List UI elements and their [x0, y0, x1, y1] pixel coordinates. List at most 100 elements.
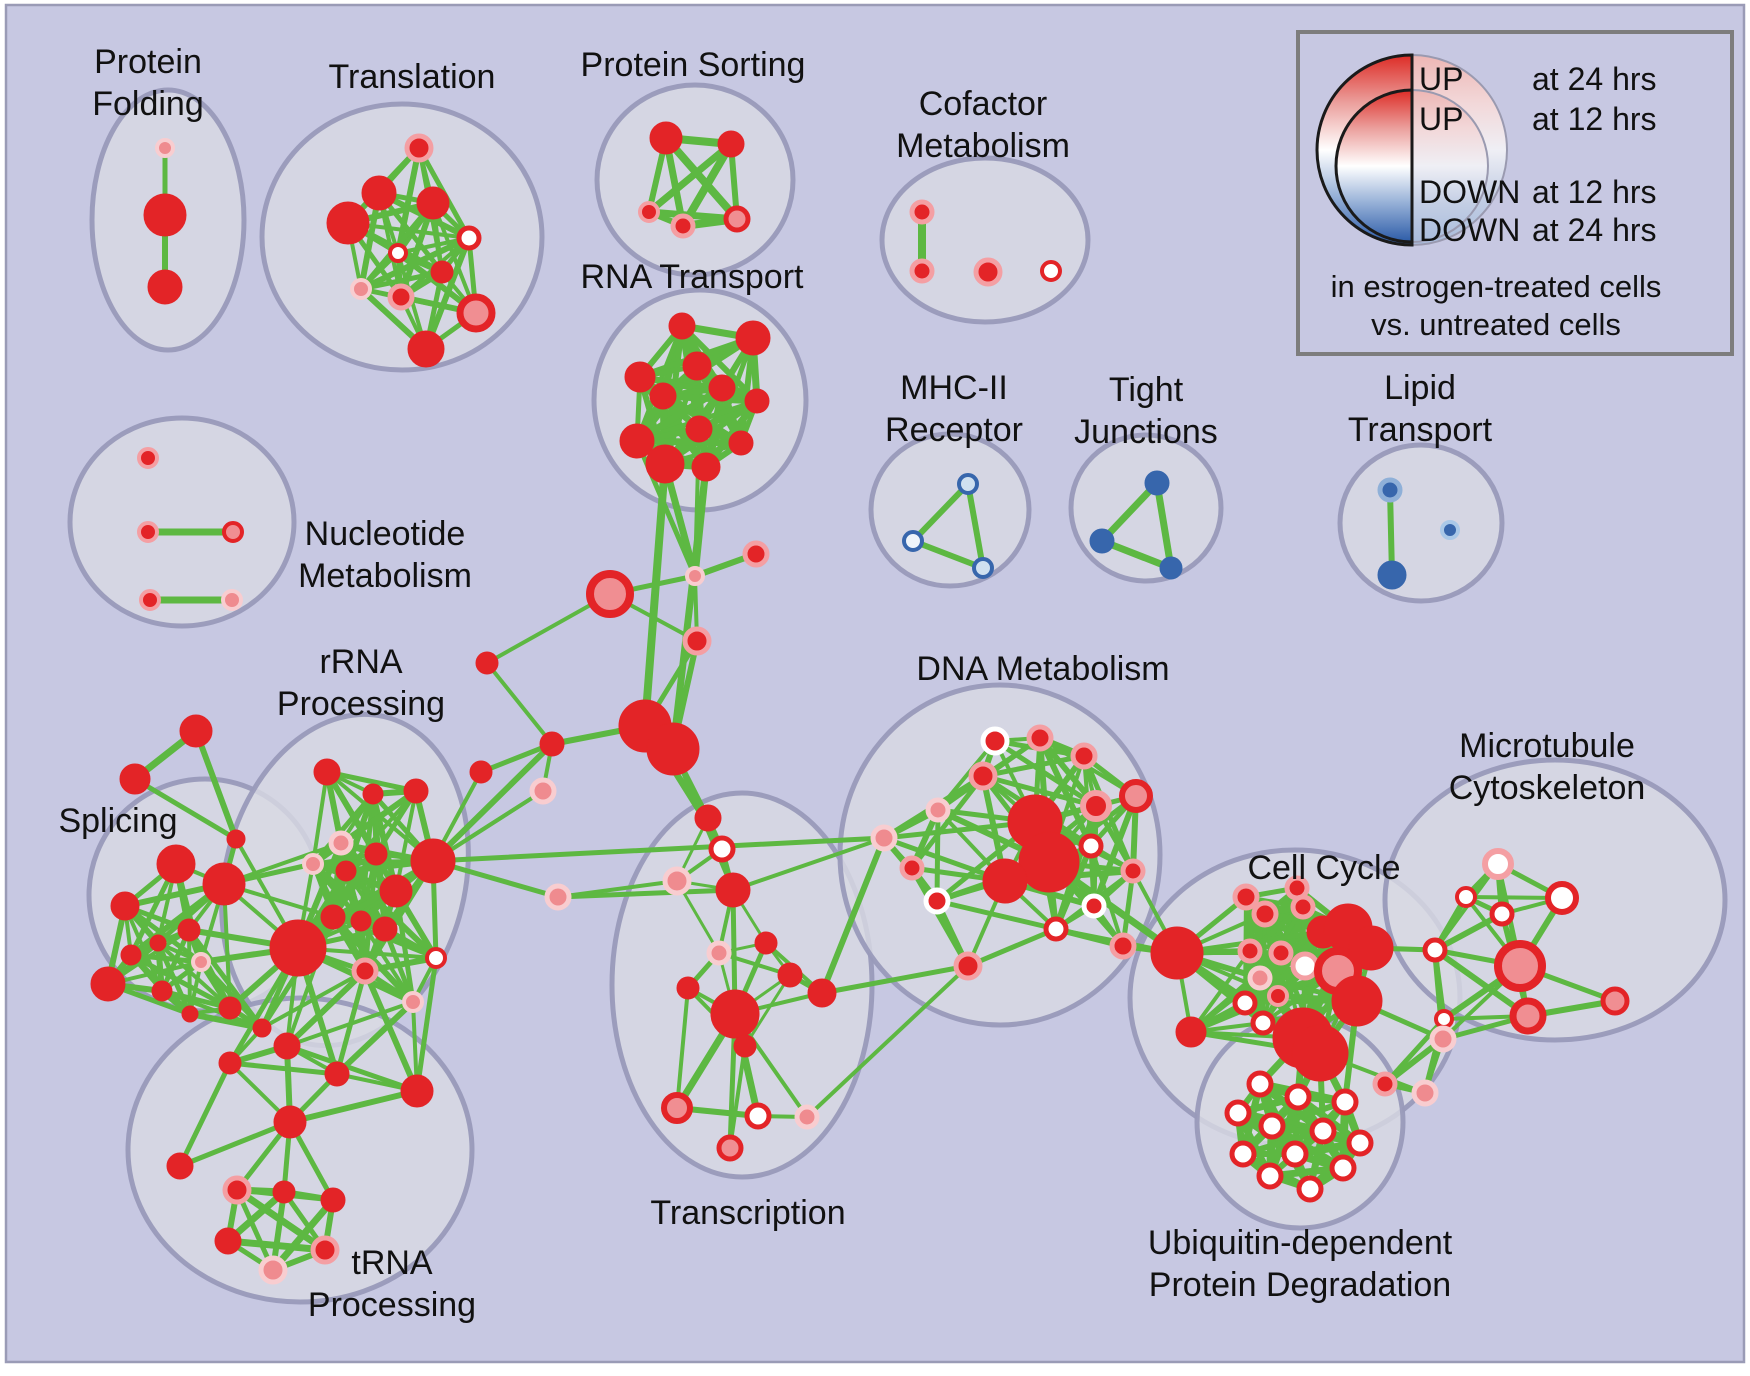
network-edge	[132, 776, 239, 842]
network-edge	[909, 865, 971, 969]
gene-node	[387, 283, 415, 311]
gene-node	[222, 521, 244, 543]
legend-time-2: at 12 hrs	[1532, 174, 1657, 210]
gene-node	[149, 934, 167, 952]
network-edge	[177, 1060, 233, 1169]
gene-node	[1175, 1016, 1207, 1048]
gene-node	[691, 452, 721, 482]
network-edge	[1432, 947, 1531, 1019]
gene-node	[1281, 1140, 1309, 1168]
gene-node	[717, 130, 745, 158]
cluster-label-lipid-transport: Transport	[1348, 411, 1493, 449]
network-edge	[910, 538, 986, 571]
gene-node	[416, 186, 450, 220]
gene-node	[137, 521, 159, 543]
network-edge	[805, 964, 970, 1119]
network-edge	[743, 973, 792, 1048]
gene-node	[179, 714, 213, 748]
gene-node	[273, 1032, 301, 1060]
cluster-label-tight-junctions: Tight	[1109, 371, 1184, 409]
network-edge	[819, 835, 887, 996]
gene-node	[302, 853, 324, 875]
gene-node	[1043, 916, 1069, 942]
network-edge	[284, 968, 368, 1049]
legend-time-1: at 12 hrs	[1532, 101, 1657, 137]
gene-node	[1109, 932, 1137, 960]
gene-node	[1296, 1175, 1324, 1203]
gene-node	[972, 557, 994, 579]
gene-node	[1346, 1129, 1374, 1157]
gene-node	[807, 978, 837, 1008]
gene-node	[1429, 1025, 1457, 1053]
gene-node	[662, 866, 692, 896]
network-edge	[1091, 793, 1139, 909]
gene-node	[1251, 900, 1279, 928]
gene-node	[1258, 1112, 1286, 1140]
cluster-ellipse-trna-processing	[125, 995, 475, 1305]
gene-node	[957, 473, 979, 495]
legend: UP at 24 hrs UP at 12 hrs DOWN at 12 hrs DOWN a…	[1296, 30, 1734, 356]
network-edge	[334, 999, 416, 1077]
gene-node	[410, 838, 456, 884]
gene-node	[404, 133, 434, 163]
gene-node	[1545, 881, 1579, 915]
gene-node	[218, 1051, 242, 1075]
gene-node	[1268, 940, 1294, 966]
network-edge	[910, 481, 971, 544]
network-edge	[193, 728, 239, 842]
gene-node	[1411, 1079, 1439, 1107]
network-edge	[128, 952, 204, 965]
gene-node	[214, 1227, 242, 1255]
cluster-label-translation: Translation	[329, 58, 496, 96]
network-edge	[186, 927, 265, 1031]
network-edge	[362, 968, 420, 1094]
gene-node	[1482, 848, 1514, 880]
cluster-label-microtubule-cytoskeleton: Microtubule	[1459, 727, 1635, 765]
network-edge	[819, 963, 971, 996]
gene-node	[1144, 470, 1170, 496]
gene-node	[320, 904, 346, 930]
gene-node	[1250, 1010, 1276, 1036]
cluster-label-rrna-processing: Processing	[277, 685, 445, 723]
gene-node	[1232, 990, 1258, 1016]
gene-node	[313, 758, 341, 786]
cluster-label-rrna-processing: rRNA	[319, 643, 402, 681]
gene-node	[682, 351, 712, 381]
gene-node	[120, 944, 142, 966]
gene-node	[694, 804, 722, 832]
gene-node	[1120, 858, 1146, 884]
cluster-label-protein-folding: Folding	[92, 85, 204, 123]
network-edge	[485, 661, 554, 746]
gene-node	[147, 269, 183, 305]
gene-node	[364, 842, 388, 866]
network-edge	[310, 791, 376, 867]
gene-node	[586, 570, 634, 618]
cluster-label-cofactor-metabolism: Cofactor	[919, 85, 1048, 123]
cluster-label-cofactor-metabolism: Metabolism	[896, 127, 1070, 165]
legend-note-line-0: in estrogen-treated cells	[1331, 269, 1662, 304]
gene-node	[269, 919, 327, 977]
gene-node	[1372, 1071, 1398, 1097]
network-edge	[430, 741, 555, 864]
node-layer	[90, 121, 1630, 1285]
gene-node	[1600, 986, 1630, 1016]
cluster-label-microtubule-cytoskeleton: Cytoskeleton	[1449, 769, 1646, 807]
gene-node	[1509, 997, 1547, 1035]
network-edge	[269, 1196, 337, 1274]
gene-node	[744, 1102, 772, 1130]
network-edge	[430, 835, 887, 864]
network-edge	[1432, 911, 1505, 953]
cluster-label-nucleotide-metabolism: Metabolism	[298, 557, 472, 595]
network-edge	[965, 481, 986, 571]
gene-node	[902, 530, 924, 552]
network-edge	[310, 788, 419, 867]
cluster-label-rna-transport: RNA Transport	[581, 258, 805, 296]
network-edge	[555, 887, 736, 900]
gene-node	[221, 589, 243, 611]
gene-node	[649, 121, 683, 155]
gene-node	[909, 258, 935, 284]
cluster-ellipse-lipid-transport	[1337, 442, 1505, 604]
gene-node	[529, 777, 557, 805]
gene-node	[1246, 1070, 1274, 1098]
gene-node	[110, 891, 140, 921]
